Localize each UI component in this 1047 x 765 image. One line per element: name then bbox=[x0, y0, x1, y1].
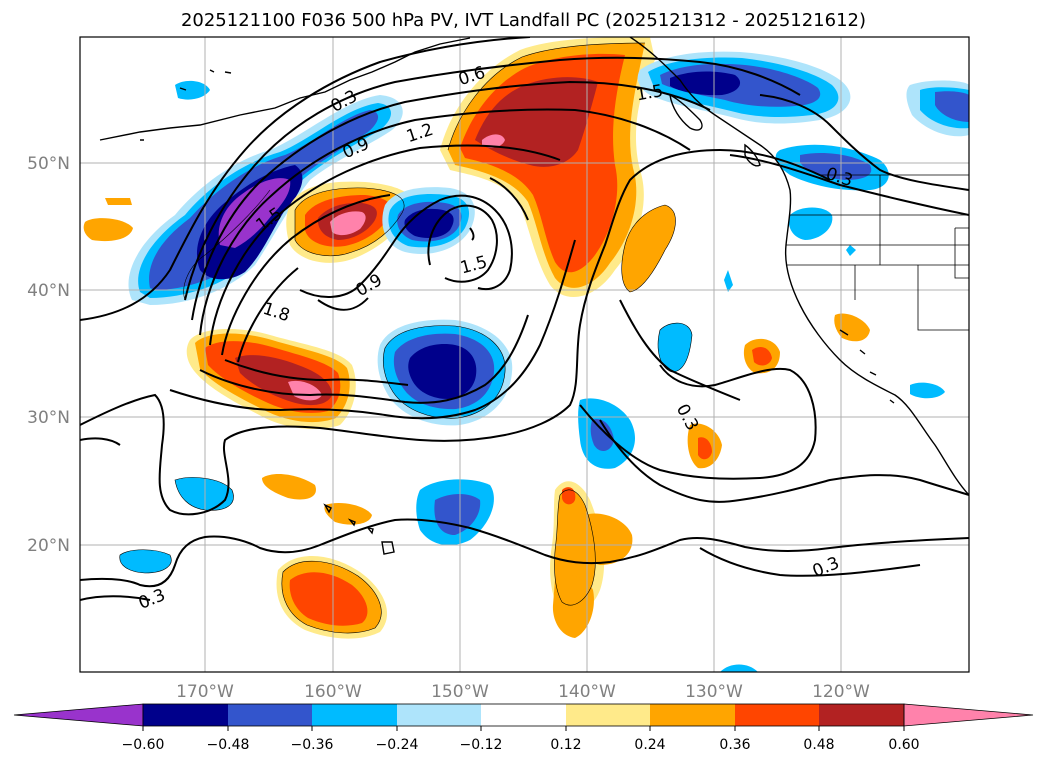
lon-label-130w: 130°W bbox=[685, 682, 743, 702]
shading-outlines bbox=[119, 42, 693, 634]
colorbar-tick-label: −0.60 bbox=[122, 737, 165, 753]
colorbar-bin bbox=[650, 704, 735, 726]
colorbar-tick-label: 0.12 bbox=[550, 737, 581, 753]
longitude-labels: 170°W 160°W 150°W 140°W 130°W 120°W bbox=[176, 682, 870, 702]
colorbar-bin bbox=[481, 704, 566, 726]
lon-label-160w: 160°W bbox=[304, 682, 362, 702]
lat-label-30n: 30°N bbox=[27, 408, 70, 428]
colorbar-bin bbox=[819, 704, 904, 726]
lat-label-40n: 40°N bbox=[27, 281, 70, 301]
colorbar-bin bbox=[228, 704, 312, 726]
latitude-labels: 50°N 40°N 30°N 20°N bbox=[27, 154, 70, 556]
colorbar-tick-label: −0.12 bbox=[460, 737, 503, 753]
colorbar-extend-high bbox=[903, 703, 1034, 727]
lon-label-140w: 140°W bbox=[558, 682, 616, 702]
lat-label-50n: 50°N bbox=[27, 154, 70, 174]
colorbar-bin bbox=[312, 704, 397, 726]
colorbar-bin bbox=[397, 704, 481, 726]
colorbar-tick-label: −0.24 bbox=[376, 737, 419, 753]
colorbar-extend-low bbox=[13, 703, 144, 727]
colorbar-tick-label: 0.60 bbox=[888, 737, 919, 753]
colorbar-tick-label: −0.36 bbox=[291, 737, 334, 753]
lon-label-120w: 120°W bbox=[812, 682, 870, 702]
colorbar-bin bbox=[566, 704, 650, 726]
lat-label-20n: 20°N bbox=[27, 536, 70, 556]
positive-anomaly-gulf-of-alaska bbox=[440, 37, 655, 297]
plot-frame bbox=[79, 36, 970, 673]
contour-lines bbox=[80, 37, 969, 601]
colorbar-tick-label: 0.36 bbox=[719, 737, 750, 753]
colorbar: −0.60 −0.48 −0.36 −0.24 −0.12 0.12 0.24 … bbox=[13, 703, 1034, 753]
colorbar-tick-label: 0.48 bbox=[803, 737, 834, 753]
lon-label-170w: 170°W bbox=[176, 682, 234, 702]
positive-anomaly-central-pacific bbox=[286, 181, 413, 263]
colorbar-tick-label: 0.24 bbox=[634, 737, 665, 753]
contour-label: 1.5 bbox=[635, 81, 665, 105]
colorbar-bin bbox=[143, 704, 228, 726]
lon-label-150w: 150°W bbox=[431, 682, 489, 702]
map-title: 2025121100 F036 500 hPa PV, IVT Landfall… bbox=[180, 10, 867, 31]
negative-anomaly-center bbox=[382, 187, 475, 254]
map-plot-area: 0.3 0.6 0.9 1.2 1.5 1.8 0.9 1.5 0.3 0.3 … bbox=[80, 37, 969, 672]
colorbar-bin bbox=[735, 704, 819, 726]
colorbar-tick-label: −0.48 bbox=[207, 737, 250, 753]
gridlines bbox=[80, 37, 969, 672]
